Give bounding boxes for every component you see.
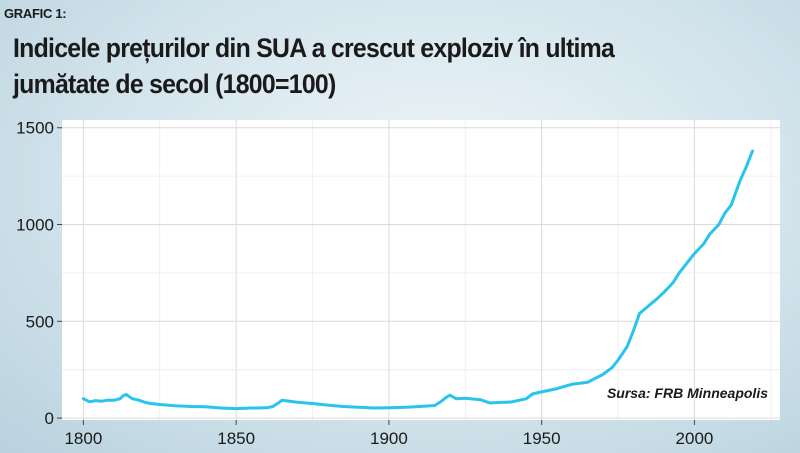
y-tick-label: 1000 [16,216,54,235]
y-tick-label: 1500 [16,119,54,138]
x-tick-label: 2000 [676,429,714,448]
y-axis-ticks: 0 500 1000 1500 [16,119,62,428]
chart-title-line-1: Indicele prețurilor din SUA a crescut ex… [13,33,615,63]
x-tick-label: 1800 [64,429,102,448]
plot-area [62,120,780,420]
source-annotation: Sursa: FRB Minneapolis [607,385,768,401]
x-tick-label: 1950 [523,429,561,448]
figure-label: GRAFIC 1: [4,6,67,21]
x-tick-label: 1850 [217,429,255,448]
chart-title: Indicele prețurilor din SUA a crescut ex… [13,30,657,102]
x-tick-label: 1900 [370,429,408,448]
price-index-line [81,149,754,411]
y-tick-label: 500 [26,312,54,331]
grid-lines [62,120,780,420]
chart-title-line-2: jumătate de secol (1800=100) [13,69,336,99]
x-axis-ticks: 1800 1850 1900 1950 2000 [64,420,713,448]
y-tick-label: 0 [45,409,54,428]
